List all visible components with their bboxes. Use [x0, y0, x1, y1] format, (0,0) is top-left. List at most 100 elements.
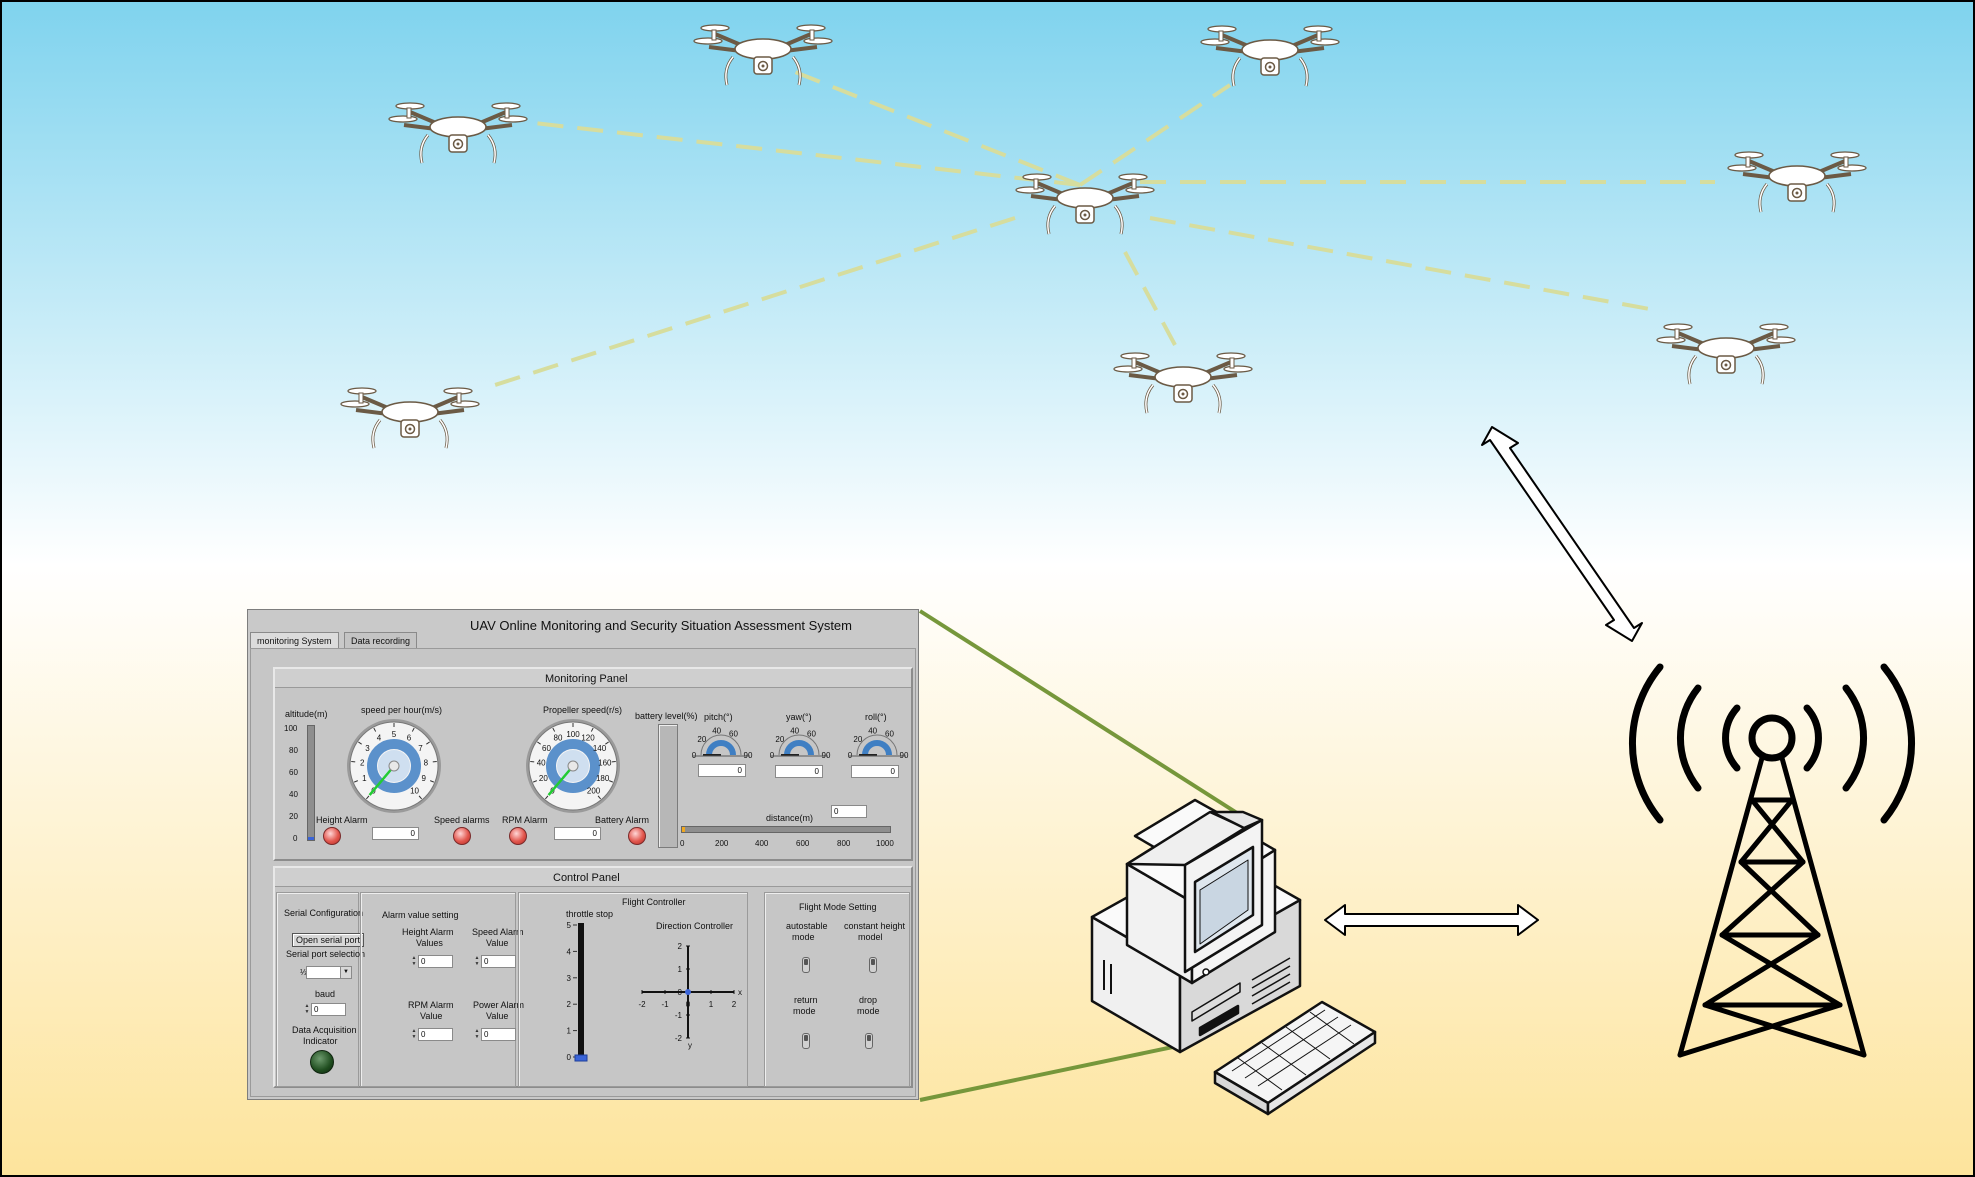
speed-gauge-tick-mark — [429, 780, 435, 783]
propeller-gauge-tick-mark — [537, 741, 541, 745]
pitch-meter-tick-label: 0 — [692, 751, 697, 758]
daq-label-line1: Data Acquisition — [292, 1025, 357, 1035]
direction-y-tick-label: -1 — [675, 1011, 683, 1020]
roll-meter-tick-label: 0 — [848, 751, 853, 758]
speed-alarm-spinner-icon[interactable]: ▲ ▼ — [474, 955, 480, 967]
rpm-alarm-input[interactable]: 0 — [418, 1028, 453, 1041]
control-panel-title: Control Panel — [553, 872, 620, 884]
direction-controller-label: Direction Controller — [656, 921, 734, 931]
height-alarm-values-line1: Height Alarm — [402, 927, 454, 937]
alarm-setting-title: Alarm value setting — [382, 910, 459, 920]
direction-x-tick-label: 2 — [732, 1000, 737, 1009]
speed-gauge-tick-label: 3 — [365, 744, 370, 753]
roll-gauge: 020 40 60 90 — [848, 726, 909, 758]
battery-alarm-led — [628, 827, 646, 845]
throttle-tick-label: 3 — [567, 974, 572, 983]
speed-gauge-arc — [367, 739, 421, 793]
radio-tower-icon — [1629, 663, 1915, 1058]
direction-x-axis-label: x — [738, 988, 742, 997]
speed-gauge-tick-label: 9 — [421, 774, 426, 783]
monitoring-panel — [273, 667, 913, 861]
control-panel-header — [275, 868, 911, 887]
pitch-meter-tick-label: 40 — [712, 726, 721, 735]
serial-port-label: Serial port selection — [286, 949, 366, 959]
propeller-gauge-tick-label: 20 — [539, 774, 548, 783]
distance-bar — [681, 826, 891, 833]
pitch-meter-arc — [706, 740, 736, 756]
drop-mode-label-line1: drop — [859, 995, 878, 1005]
direction-x-tick-label: 0 — [686, 1000, 691, 1009]
return-mode-toggle[interactable] — [802, 1033, 810, 1049]
drop-mode-toggle[interactable] — [865, 1033, 873, 1049]
distance-tick: 600 — [796, 839, 810, 848]
chevron-down-icon[interactable]: ▼ — [340, 967, 351, 978]
tab-data-recording[interactable]: Data recording — [344, 632, 418, 649]
speed-gauge-tick-mark — [358, 741, 362, 745]
baud-spinner-icon[interactable]: ▲ ▼ — [304, 1003, 310, 1015]
control-panel — [273, 866, 913, 1088]
direction-x-tick-label: -2 — [638, 1000, 646, 1009]
height-alarm-label: Height Alarm — [316, 815, 368, 825]
speed-gauge-tick-mark — [373, 727, 377, 732]
pitch-label: pitch(°) — [704, 712, 733, 722]
throttle-label: throttle stop — [566, 909, 614, 919]
height-alarm-spinner-icon[interactable]: ▲ ▼ — [411, 955, 417, 967]
throttle-tick-label: 5 — [567, 921, 572, 930]
baud-input[interactable]: 0 — [311, 1003, 346, 1016]
speed-gauge-tick-mark — [353, 780, 359, 783]
speed-gauge-tick-label: 4 — [377, 734, 382, 743]
power-alarm-value-line2: Value — [486, 1011, 509, 1021]
propeller-gauge-tick-label: 180 — [596, 774, 610, 783]
power-alarm-spinner-icon[interactable]: ▲ ▼ — [474, 1028, 480, 1040]
pitch-meter-tick-label: 60 — [729, 729, 738, 738]
roll-label: roll(°) — [865, 712, 887, 722]
throttle-slider[interactable]: 5 4 3 2 1 0 — [556, 919, 600, 1069]
yaw-meter-arc — [784, 740, 814, 756]
throttle-tick-label: 1 — [567, 1027, 572, 1036]
direction-x-tick-label: 1 — [709, 1000, 714, 1009]
pitch-gauge: 020 40 60 90 — [692, 726, 753, 758]
height-alarm-input[interactable]: 0 — [418, 955, 453, 968]
serial-port-select[interactable]: ▼ — [306, 966, 352, 979]
yaw-meter-tick-label: 0 — [770, 751, 775, 758]
flight-mode-box — [764, 892, 910, 1087]
throttle-thumb — [574, 1054, 588, 1062]
throttle-tick-label: 4 — [567, 947, 572, 956]
roll-meter-tick-label: 90 — [900, 751, 909, 758]
roll-meter-tick-label: 60 — [885, 729, 894, 738]
yaw-meter-tick-label: 90 — [822, 751, 831, 758]
propeller-gauge-label: Propeller speed(r/s) — [543, 705, 623, 715]
autostable-label-line1: autostable — [786, 921, 828, 931]
altitude-bar-fill — [308, 837, 314, 840]
tab-monitoring-system[interactable]: monitoring System — [250, 632, 339, 649]
speed-alarm-input[interactable]: 0 — [481, 955, 516, 968]
propeller-gauge-tick-mark — [605, 741, 609, 745]
direction-y-tick-label: -2 — [675, 1034, 683, 1043]
constant-height-toggle[interactable] — [869, 957, 877, 973]
distance-tick: 400 — [755, 839, 769, 848]
callout-lines — [918, 609, 1250, 1102]
open-serial-port-button[interactable]: Open serial port — [292, 933, 364, 947]
keyboard-icon — [1213, 1000, 1377, 1116]
direction-x-tick-label: -1 — [661, 1000, 669, 1009]
serial-config-box — [276, 892, 359, 1087]
propeller-gauge-tick-label: 60 — [542, 744, 551, 753]
propeller-gauge-tick-mark — [532, 780, 538, 783]
baud-label: baud — [315, 989, 336, 999]
power-alarm-input[interactable]: 0 — [481, 1028, 516, 1041]
propeller-gauge-tick-label: 200 — [587, 787, 601, 796]
autostable-toggle[interactable] — [802, 957, 810, 973]
drone-links — [494, 68, 1715, 387]
alarm-setting-box — [360, 892, 516, 1087]
yaw-meter-scale — [778, 734, 820, 756]
propeller-gauge-tick-mark — [608, 780, 614, 783]
distance-tick: 200 — [715, 839, 729, 848]
speed-gauge-tick-mark — [426, 741, 430, 745]
rpm-alarm-value-line2: Value — [420, 1011, 443, 1021]
yaw-meter-tick-label: 20 — [775, 735, 784, 744]
speed-gauge-tick-label: 6 — [407, 734, 412, 743]
rpm-alarm-spinner-icon[interactable]: ▲ ▼ — [411, 1028, 417, 1040]
propeller-gauge-arc — [546, 739, 600, 793]
